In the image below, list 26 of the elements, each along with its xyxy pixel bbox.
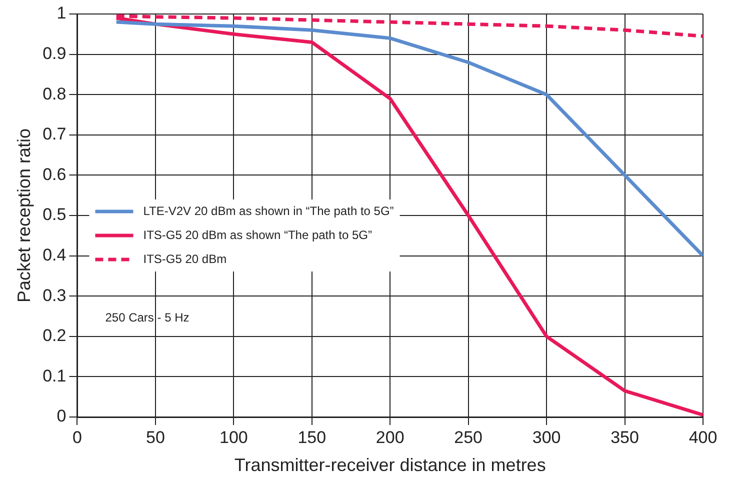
y-tick-label: 0.5	[42, 205, 66, 224]
x-tick-label: 0	[72, 428, 82, 447]
y-axis-title: Packet reception ratio	[14, 128, 34, 303]
x-tick-label: 200	[376, 428, 404, 447]
x-tick-label: 300	[532, 428, 561, 447]
y-tick-label: 0.8	[42, 84, 66, 104]
annotation: 250 Cars - 5 Hz	[105, 310, 190, 325]
x-tick-label: 50	[146, 428, 165, 447]
x-tick-label: 250	[454, 428, 483, 447]
x-tick-label: 150	[298, 428, 326, 447]
x-tick-label: 100	[219, 428, 248, 447]
y-tick-label: 0.3	[42, 286, 66, 305]
y-tick-label: 0.9	[42, 44, 66, 63]
legend-label: LTE-V2V 20 dBm as shown in “The path to 5G”	[143, 204, 394, 218]
y-tick-label: 0	[56, 406, 66, 426]
x-axis-title: Transmitter-receiver distance in metres	[234, 455, 546, 476]
y-tick-label: 0.7	[42, 124, 66, 144]
y-tick-label: 1	[56, 4, 66, 23]
x-tick-label: 350	[610, 428, 639, 447]
legend-label: ITS-G5 20 dBm	[143, 252, 227, 266]
y-tick-label: 0.6	[42, 164, 66, 184]
y-tick-label: 0.4	[42, 245, 66, 264]
x-tick-label: 400	[688, 428, 718, 447]
y-tick-label: 0.2	[42, 326, 66, 346]
y-tick-label: 0.1	[42, 366, 66, 386]
legend-label: ITS-G5 20 dBm as shown “The path to 5G”	[143, 228, 372, 242]
